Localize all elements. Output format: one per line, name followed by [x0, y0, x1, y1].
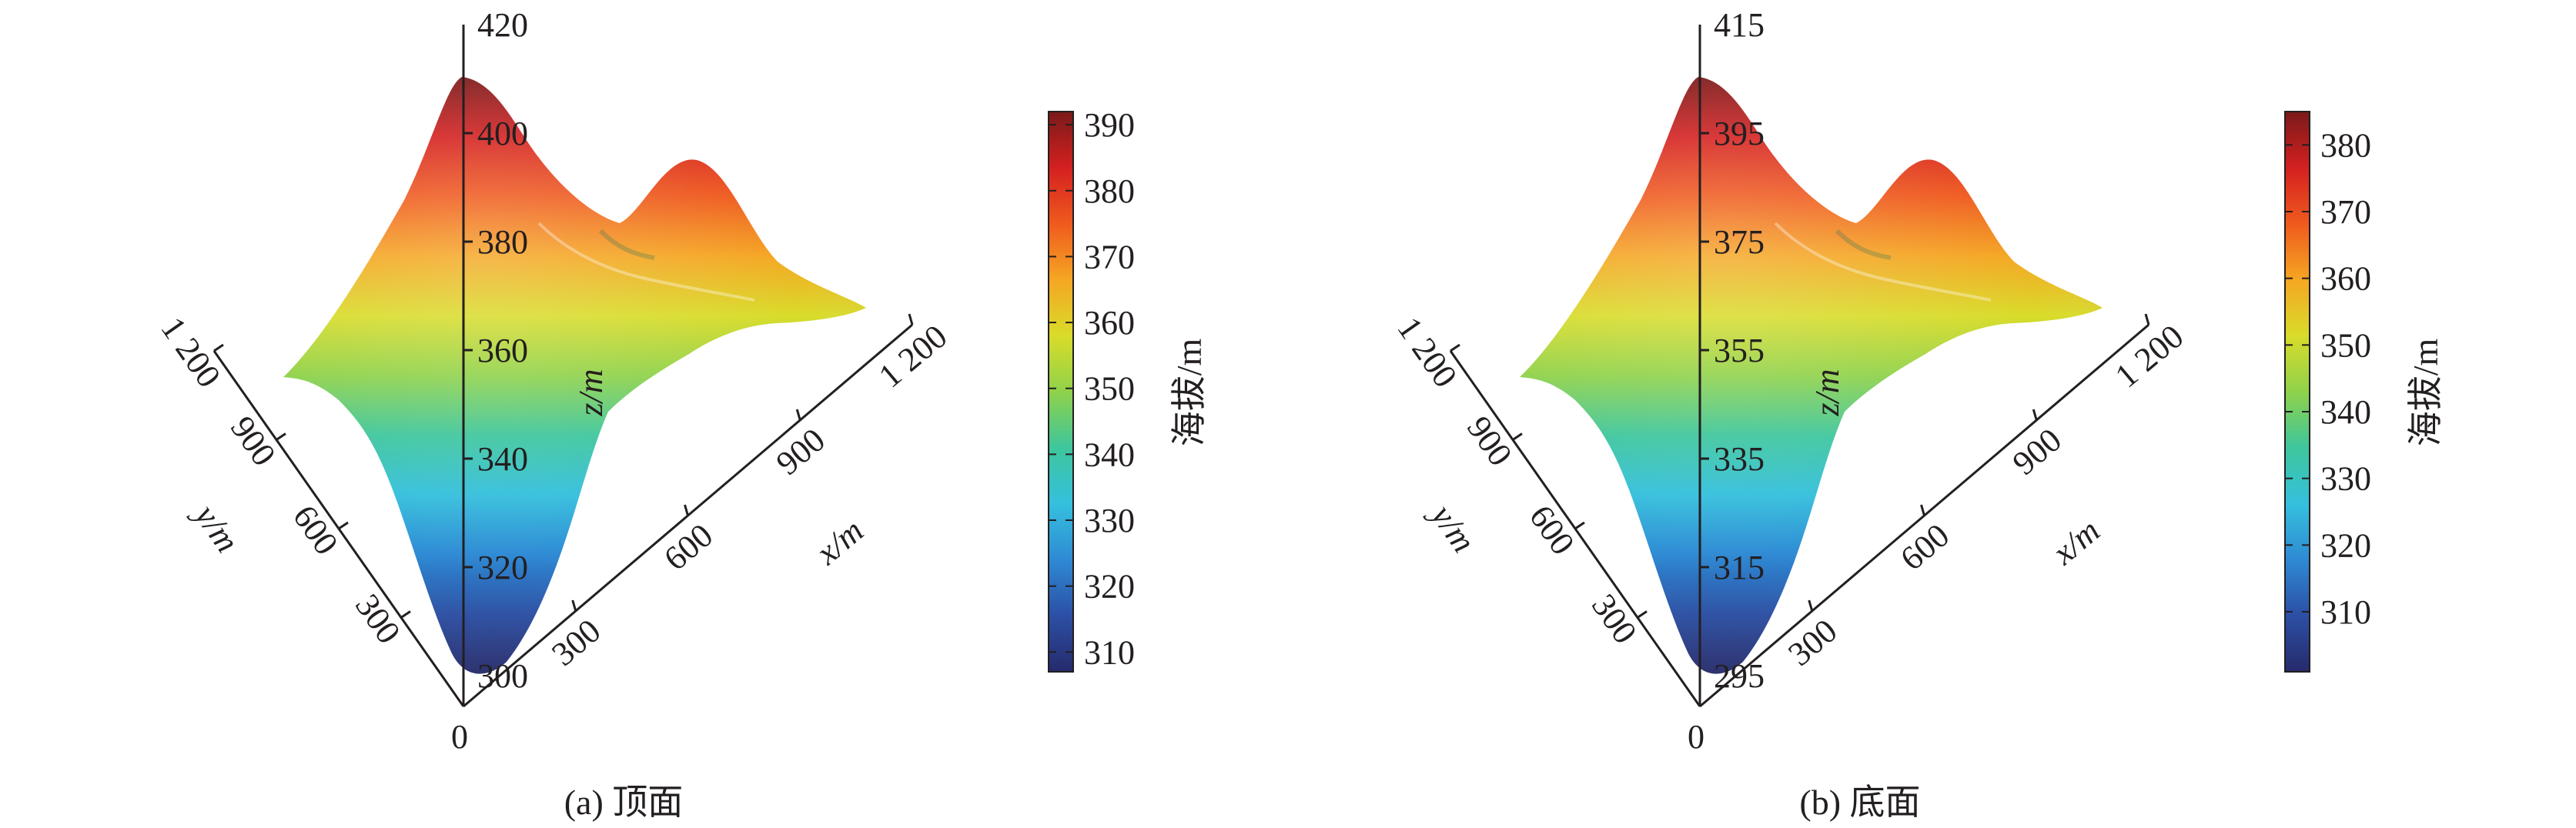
x-tick-label: 300	[544, 612, 607, 673]
x-tick-mark	[571, 599, 577, 612]
x-tick-mark	[908, 313, 914, 326]
colorbar-tick-label: 380	[1084, 172, 1135, 210]
colorbar-tick-label: 330	[2320, 460, 2371, 498]
x-tick-label: 600	[1893, 516, 1956, 578]
z-tick-label: 320	[477, 549, 528, 586]
z-tick-label: 420	[477, 6, 528, 44]
x-tick-label: 900	[2006, 421, 2069, 482]
colorbar-tick-label: 360	[1084, 304, 1135, 342]
x-tick-label: 600	[657, 516, 720, 578]
panel-caption: (b) 底面	[1799, 783, 1920, 822]
y-tick-mark	[400, 610, 411, 619]
z-tick-label: 300	[477, 657, 528, 695]
y-tick-label: 600	[286, 499, 346, 562]
colorbar-tick-label: 320	[2320, 526, 2371, 564]
y-tick-label: 1 200	[1390, 310, 1464, 394]
y-tick-label: 900	[1460, 409, 1520, 472]
colorbar-tick-label: 310	[2320, 593, 2371, 631]
colorbar-tick-label: 360	[2320, 260, 2371, 298]
colorbar-tick-label: 320	[1084, 568, 1135, 606]
colorbar-tick-label: 350	[1084, 370, 1135, 408]
y-tick-mark	[1574, 521, 1585, 530]
surface-ridge	[1774, 222, 1992, 302]
surface-valley	[1835, 229, 1892, 260]
x-tick-mark	[1808, 599, 1814, 612]
x-tick-label: 300	[1781, 612, 1844, 673]
origin-label: 0	[451, 718, 468, 756]
y-tick-mark	[1637, 610, 1648, 619]
y-tick-label: 300	[1584, 587, 1644, 650]
z-tick-label: 380	[477, 223, 528, 261]
colorbar-tick-label: 330	[1084, 502, 1135, 539]
x-tick-label: 900	[769, 421, 832, 482]
y-tick-label: 600	[1522, 499, 1582, 562]
x-tick-label: 1 200	[871, 317, 954, 395]
y-tick-mark	[213, 343, 224, 352]
colorbar-tick-label: 390	[1084, 106, 1135, 144]
colorbar-tick-label: 380	[2320, 126, 2371, 164]
z-axis-label: z/m	[572, 369, 610, 416]
y-tick-mark	[1450, 343, 1460, 352]
x-axis-label: x/m	[2045, 512, 2107, 573]
z-tick-label: 335	[1714, 440, 1765, 478]
surface-valley	[598, 229, 655, 260]
x-axis-label: x/m	[808, 512, 871, 573]
z-tick-label: 375	[1714, 223, 1765, 261]
surface-shading	[1520, 77, 2103, 674]
z-tick-label: 340	[477, 440, 528, 478]
y-tick-mark	[338, 521, 349, 530]
z-tick-label: 415	[1714, 6, 1765, 44]
z-axis-label: z/m	[1808, 369, 1846, 416]
x-tick-mark	[2144, 313, 2150, 326]
colorbar-tick-label: 310	[1084, 633, 1135, 671]
y-axis-label: y/m	[186, 495, 246, 559]
y-tick-label: 300	[348, 587, 408, 650]
origin-label: 0	[1688, 718, 1705, 756]
colorbar-tick-label: 370	[2320, 193, 2371, 231]
z-tick-label: 360	[477, 332, 528, 369]
x-tick-mark	[1920, 504, 1925, 516]
z-tick-label: 400	[477, 115, 528, 152]
y-axis-label: y/m	[1422, 495, 1483, 559]
z-tick-label: 315	[1714, 549, 1765, 586]
colorbar-label: 海拔/m	[1169, 339, 1209, 447]
x-tick-label: 1 200	[2108, 317, 2190, 395]
z-tick-label: 355	[1714, 332, 1765, 369]
panel-caption: (a) 顶面	[564, 783, 684, 822]
x-tick-mark	[2032, 409, 2038, 421]
colorbar	[2284, 111, 2310, 673]
x-tick-mark	[795, 409, 801, 421]
colorbar-tick-label: 370	[1084, 238, 1135, 275]
y-tick-mark	[1512, 432, 1523, 441]
colorbar	[1048, 111, 1074, 673]
x-tick-mark	[684, 504, 689, 516]
colorbar-tick-label: 340	[1084, 436, 1135, 473]
z-tick-label: 295	[1714, 657, 1765, 695]
colorbar-tick-label: 350	[2320, 326, 2371, 364]
colorbar-label: 海拔/m	[2406, 339, 2445, 447]
colorbar-tick-label: 340	[2320, 393, 2371, 431]
y-tick-mark	[276, 432, 286, 441]
z-tick-label: 395	[1714, 115, 1765, 152]
surface-shading	[283, 77, 866, 674]
surface-ridge	[537, 222, 755, 302]
y-tick-label: 1 200	[153, 310, 228, 394]
y-tick-label: 900	[223, 409, 283, 472]
